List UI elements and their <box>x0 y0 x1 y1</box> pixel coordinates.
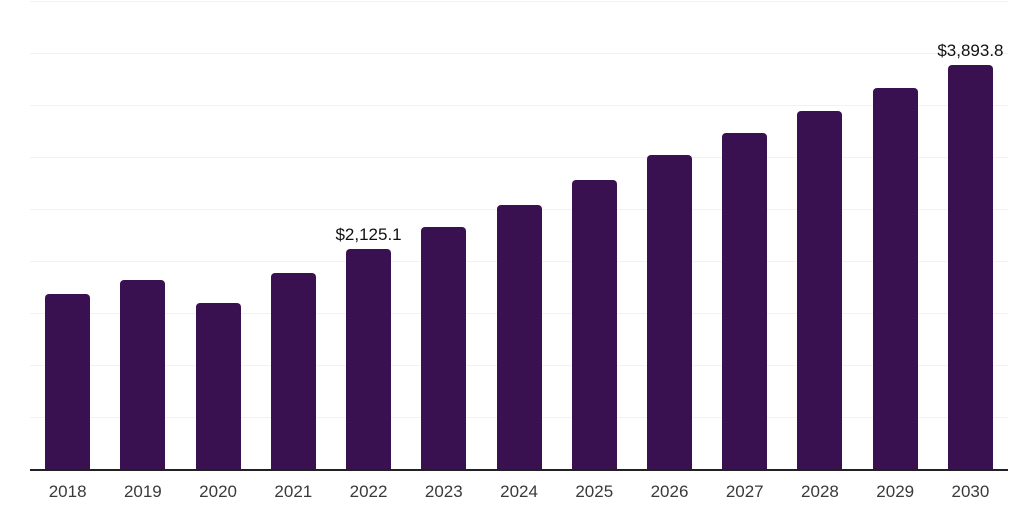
gridline-3000 <box>30 157 1008 158</box>
bar-2021[interactable] <box>270 272 316 470</box>
bar-slot-2022: $2,125.1 <box>331 2 406 470</box>
bar-2025[interactable] <box>571 179 617 470</box>
bar-slot-2027 <box>707 2 782 470</box>
bar-slot-2030: $3,893.8 <box>933 2 1008 470</box>
x-tick-2022: 2022 <box>349 482 388 501</box>
bar-2027[interactable] <box>722 133 768 470</box>
bars-row: $2,125.1 $3,893.8 <box>30 2 1008 470</box>
x-tick-2019: 2019 <box>123 482 162 501</box>
data-label-2030: $3,893.8 <box>937 40 1004 60</box>
bar-2023[interactable] <box>421 227 467 470</box>
bar-2028[interactable] <box>797 111 843 470</box>
x-tick-2023: 2023 <box>424 482 463 501</box>
x-tick-2029: 2029 <box>876 482 915 501</box>
x-tick-2024: 2024 <box>500 482 538 501</box>
x-axis: 2018 2019 2020 2021 2022 2023 2024 2025 2026 2027… <box>30 482 1008 502</box>
bar-slot-2029 <box>858 2 933 470</box>
bar-slot-2021 <box>256 2 331 470</box>
bar-slot-2026 <box>632 2 707 470</box>
bar-slot-2018 <box>30 2 105 470</box>
x-tick-2021: 2021 <box>274 482 313 501</box>
gridline-4000 <box>30 53 1008 54</box>
bar-slot-2025 <box>557 2 632 470</box>
bar-2018[interactable] <box>45 294 91 470</box>
bar-2022[interactable] <box>346 249 392 470</box>
bar-slot-2028 <box>782 2 857 470</box>
x-tick-2020: 2020 <box>199 482 237 501</box>
bar-slot-2023 <box>406 2 481 470</box>
bar-2026[interactable] <box>646 154 692 470</box>
x-tick-2026: 2026 <box>650 482 689 501</box>
bar-slot-2019 <box>105 2 180 470</box>
bar-2019[interactable] <box>120 280 166 470</box>
x-axis-line <box>30 469 1008 471</box>
bar-2029[interactable] <box>872 87 918 470</box>
bar-2020[interactable] <box>195 303 241 470</box>
bar-slot-2020 <box>180 2 255 470</box>
x-tick-2028: 2028 <box>801 482 839 501</box>
x-tick-2030: 2030 <box>951 482 990 501</box>
bar-2030[interactable] <box>947 65 993 470</box>
gridline-4500 <box>30 1 1008 2</box>
x-tick-2025: 2025 <box>575 482 614 501</box>
x-tick-2027: 2027 <box>725 482 764 501</box>
bar-slot-2024 <box>481 2 556 470</box>
x-tick-2018: 2018 <box>48 482 87 501</box>
bar-2024[interactable] <box>496 204 542 470</box>
plot-area: $2,125.1 $3,893.8 <box>30 1 1008 470</box>
gridline-3500 <box>30 105 1008 106</box>
data-label-2022: $2,125.1 <box>335 224 402 244</box>
